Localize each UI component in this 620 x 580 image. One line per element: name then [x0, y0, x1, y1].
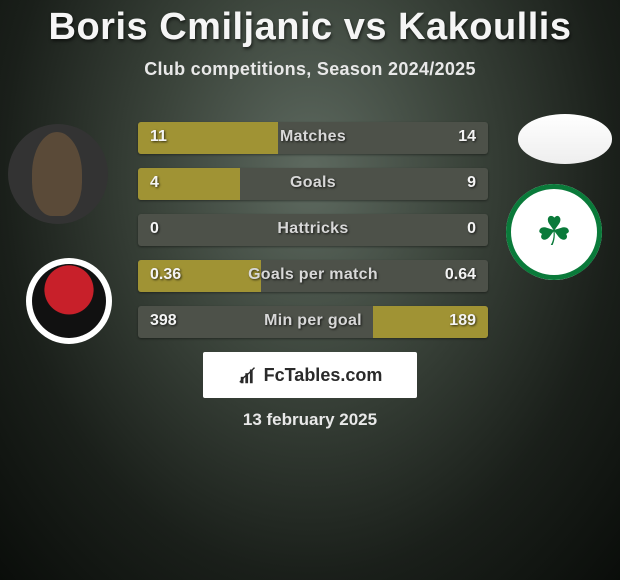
metric-label: Goals per match	[138, 266, 488, 284]
metric-row: 398Min per goal189	[138, 306, 488, 338]
comparison-card: Boris Cmiljanic vs Kakoullis Club compet…	[0, 0, 620, 580]
metric-value-right: 0.64	[445, 266, 476, 284]
metric-value-right: 0	[467, 220, 476, 238]
club-right-badge	[506, 184, 602, 280]
date-label: 13 february 2025	[0, 410, 620, 430]
metric-row: 0.36Goals per match0.64	[138, 260, 488, 292]
metrics-panel: 11Matches14 4Goals9 0Hattricks0 0.36Goals p…	[138, 122, 488, 352]
bar-chart-icon	[238, 364, 260, 386]
page-title: Boris Cmiljanic vs Kakoullis	[0, 0, 620, 49]
metric-label: Goals	[138, 174, 488, 192]
club-left-badge	[26, 258, 112, 344]
metric-label: Min per goal	[138, 312, 488, 330]
metric-row: 0Hattricks0	[138, 214, 488, 246]
metric-label: Matches	[138, 128, 488, 146]
branding-label: FcTables.com	[264, 365, 383, 386]
metric-row: 4Goals9	[138, 168, 488, 200]
metric-row: 11Matches14	[138, 122, 488, 154]
metric-label: Hattricks	[138, 220, 488, 238]
subtitle: Club competitions, Season 2024/2025	[0, 59, 620, 80]
player-left-avatar	[8, 124, 108, 224]
metric-value-right: 189	[449, 312, 476, 330]
metric-value-right: 9	[467, 174, 476, 192]
metric-value-right: 14	[458, 128, 476, 146]
player-right-avatar	[518, 114, 612, 164]
branding-badge: FcTables.com	[203, 352, 417, 398]
